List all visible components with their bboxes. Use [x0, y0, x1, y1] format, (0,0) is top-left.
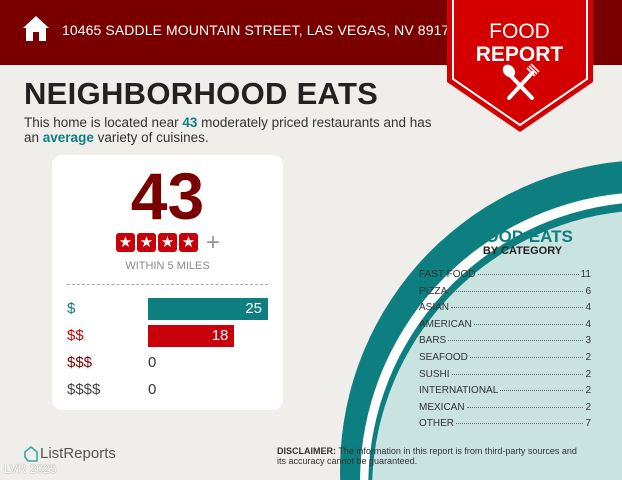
star-icon: ★	[116, 233, 135, 252]
category-item: BARS 3	[419, 335, 591, 352]
star-icon: ★	[158, 233, 177, 252]
divider	[67, 284, 268, 285]
leader-dots	[466, 406, 584, 408]
price-tier-bar: 25	[148, 298, 268, 320]
listreports-logo: ListReports	[24, 445, 116, 462]
leader-dots	[451, 307, 584, 309]
price-tier-label: $$	[67, 327, 84, 344]
address: 10465 SADDLE MOUNTAIN STREET, LAS VEGAS,…	[62, 22, 458, 38]
leader-dots	[449, 290, 584, 292]
price-tier-row: $$$ 0	[67, 352, 268, 374]
category-name: OTHER	[419, 418, 454, 430]
leader-dots	[477, 274, 579, 275]
categories-subtitle: BY CATEGORY	[482, 245, 563, 257]
category-name: MEXICAN	[419, 401, 465, 413]
categories-title: GOOD EATS	[472, 227, 573, 246]
category-name: ASIAN	[419, 302, 450, 314]
star-rating: ★ ★ ★ ★ +	[116, 229, 221, 256]
plus-sign: +	[206, 229, 221, 256]
category-name: FAST FOOD	[419, 269, 476, 280]
category-count: 4	[585, 302, 591, 314]
category-name: INTERNATIONAL	[419, 385, 499, 397]
category-item: SEAFOOD 2	[419, 352, 591, 369]
category-count: 2	[585, 385, 591, 397]
category-item: MEXICAN 2	[419, 402, 591, 419]
category-count: 7	[585, 418, 591, 430]
home-icon	[23, 16, 49, 41]
leader-dots	[448, 340, 584, 342]
category-item: ASIAN 4	[419, 302, 591, 319]
category-item: INTERNATIONAL 2	[419, 385, 591, 402]
category-item: FAST FOOD 11	[419, 269, 591, 286]
category-name: BARS	[419, 335, 447, 347]
category-circle	[340, 161, 622, 480]
star-icon: ★	[137, 233, 156, 252]
restaurant-count: 43	[130, 159, 205, 233]
page-title: NEIGHBORHOOD EATS	[24, 76, 379, 111]
badge-line1: FOOD	[489, 20, 550, 43]
logo-house-icon	[24, 445, 38, 462]
leader-dots	[456, 423, 584, 425]
price-tier-row: $$$$ 0	[67, 379, 268, 401]
watermark: LVR 2025	[4, 462, 57, 476]
price-tier-row: $25	[67, 298, 268, 320]
price-tier-label: $$$$	[67, 381, 101, 398]
score-card	[52, 155, 283, 410]
price-tier-bar: 18	[148, 325, 235, 347]
logo-text: ListReports	[40, 445, 116, 462]
category-item: SUSHI 2	[419, 369, 591, 386]
food-report-label: FOOD REPORT	[447, 20, 592, 66]
category-name: PIZZA	[419, 285, 448, 297]
badge-line2: REPORT	[475, 43, 564, 66]
disclaimer: DISCLAIMER: The information in this repo…	[277, 446, 577, 466]
category-name: SUSHI	[419, 368, 450, 380]
price-tier-label: $	[67, 300, 76, 317]
utensils-icon	[502, 63, 540, 100]
category-count: 2	[585, 401, 591, 413]
category-count: 6	[585, 285, 591, 297]
category-count: 2	[585, 351, 591, 363]
category-name: SEAFOOD	[419, 351, 468, 363]
category-count: 3	[585, 335, 591, 347]
food-report-ribbon	[447, 0, 593, 132]
category-count: 2	[585, 368, 591, 380]
category-item: PIZZA 6	[419, 286, 591, 303]
price-tier-value: 0	[148, 381, 157, 398]
leader-dots	[500, 390, 584, 392]
radius-label: WITHIN 5 MILES	[125, 260, 210, 272]
leader-dots	[473, 323, 584, 325]
price-tier-value: 0	[148, 354, 157, 371]
category-name: AMERICAN	[419, 318, 472, 330]
category-list: FAST FOOD 11 PIZZA 6 ASIAN 4 AMERICAN 4 BARS 3 SEA…	[419, 269, 591, 435]
price-tier-row: $$ 18	[67, 325, 268, 347]
category-count: 11	[580, 269, 591, 280]
summary-text: This home is located near 43 moderately …	[24, 115, 432, 145]
category-item: AMERICAN 4	[419, 319, 591, 336]
leader-dots	[469, 356, 584, 358]
category-count: 4	[585, 318, 591, 330]
leader-dots	[451, 373, 584, 375]
category-item: OTHER 7	[419, 418, 591, 435]
price-tier-label: $$$	[67, 354, 93, 371]
star-icon: ★	[179, 233, 198, 252]
